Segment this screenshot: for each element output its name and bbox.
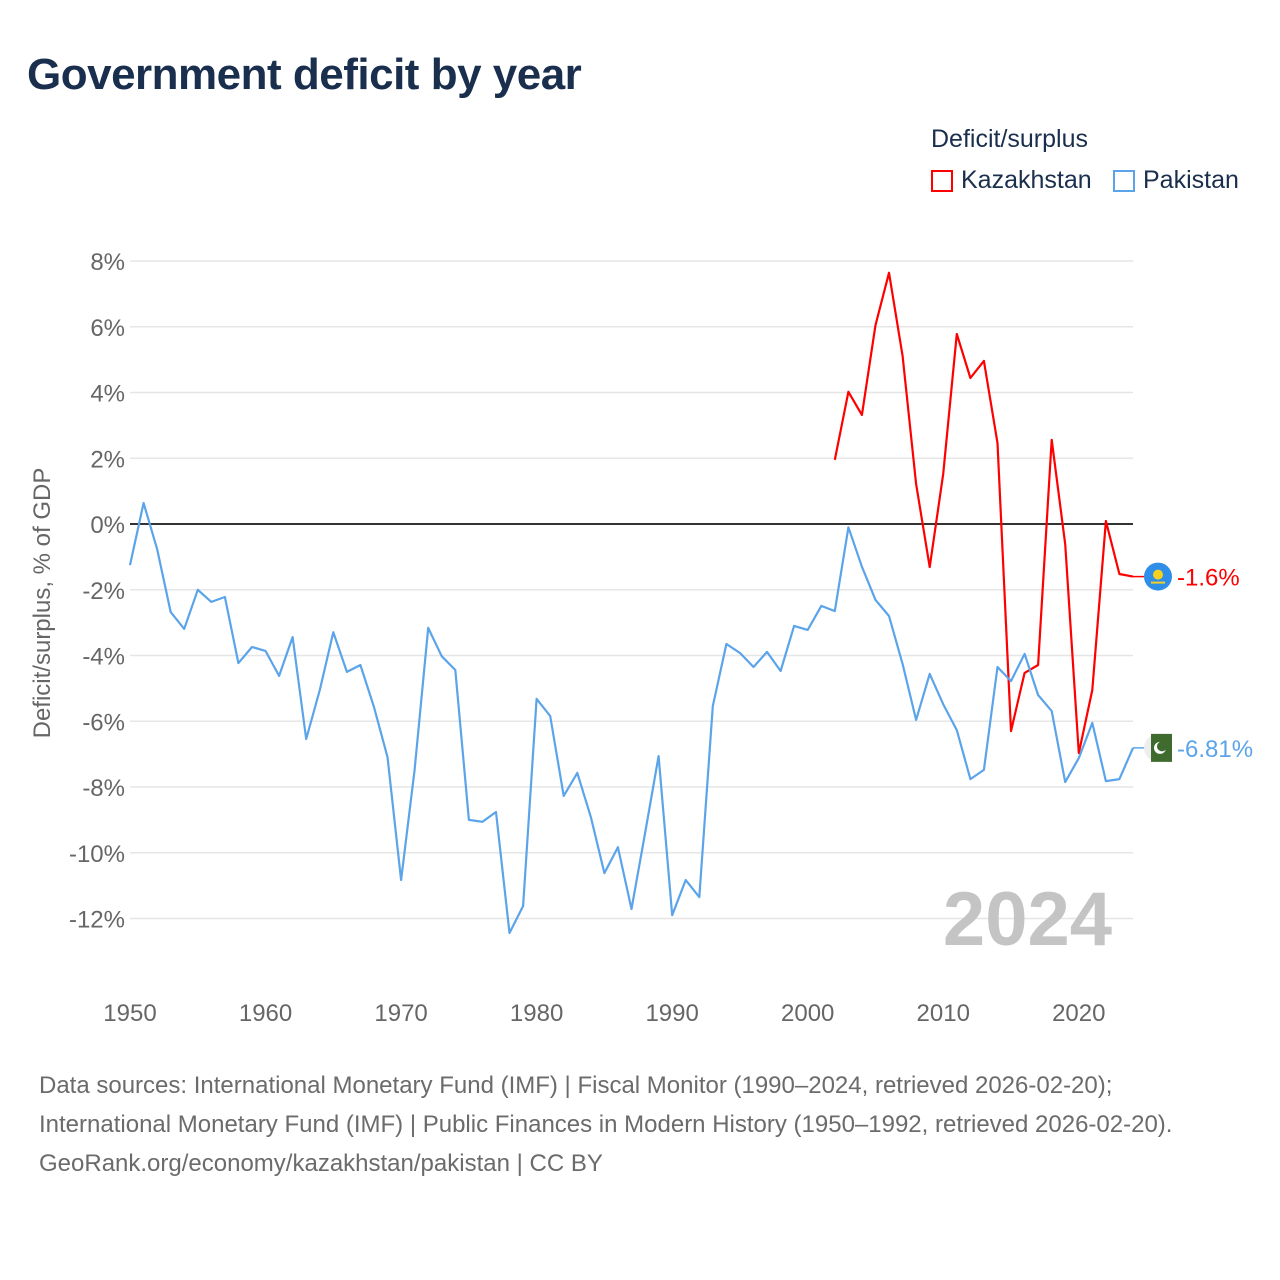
flag-crescent-cut xyxy=(1157,741,1167,752)
y-tick-label: -4% xyxy=(82,644,125,671)
x-tick-label: 2000 xyxy=(781,1000,834,1027)
legend-swatch-pakistan xyxy=(1113,169,1135,192)
legend-swatch-kazakhstan xyxy=(931,169,953,192)
y-tick-label: 8% xyxy=(90,249,125,276)
y-tick-label: 6% xyxy=(90,315,125,342)
source-link[interactable]: GeoRank.org/economy/kazakhstan/pakistan xyxy=(39,1150,510,1177)
y-tick-label: -6% xyxy=(82,709,125,736)
series-line-pakistan xyxy=(128,501,1135,935)
x-tick-label: 2020 xyxy=(1052,1000,1105,1027)
y-tick-label: 2% xyxy=(90,446,125,473)
line-chart: 8% 6% 4% 2% 0% -2% -4% -6% -8% -10% -12% 1950 1960 19… xyxy=(29,249,1253,1027)
legend-title: Deficit/surplus xyxy=(931,125,1088,153)
flag-sun xyxy=(1153,569,1163,580)
y-tick-label: -2% xyxy=(82,578,125,605)
chart-title: Government deficit by year xyxy=(27,50,582,99)
year-watermark: 2024 xyxy=(943,877,1112,962)
flag-ornament xyxy=(1151,581,1165,584)
y-axis-label: Deficit/surplus, % of GDP xyxy=(29,468,56,739)
end-value-label: -1.6% xyxy=(1177,565,1240,592)
x-tick-label: 1960 xyxy=(239,1000,292,1027)
legend-item-pakistan[interactable]: Pakistan xyxy=(1113,166,1239,195)
x-tick-label: 1970 xyxy=(374,1000,427,1027)
x-tick-label: 1980 xyxy=(510,1000,563,1027)
series-line-kazakhstan xyxy=(833,271,1134,755)
legend-label: Kazakhstan xyxy=(961,166,1092,194)
footer: Data sources: International Monetary Fun… xyxy=(39,1066,1239,1183)
y-tick-label: -12% xyxy=(69,907,125,934)
end-value-label: -6.81% xyxy=(1177,736,1253,763)
y-tick-label: 4% xyxy=(90,381,125,408)
legend-item-kazakhstan[interactable]: Kazakhstan xyxy=(931,166,1092,195)
x-tick-label: 1990 xyxy=(645,1000,698,1027)
y-tick-label: 0% xyxy=(90,512,125,539)
y-tick-label: -10% xyxy=(69,841,125,868)
data-sources: Data sources: International Monetary Fun… xyxy=(39,1072,1173,1138)
license: CC BY xyxy=(529,1150,603,1177)
x-tick-label: 1950 xyxy=(103,1000,156,1027)
y-tick-label: -8% xyxy=(82,775,125,802)
x-tick-label: 2010 xyxy=(917,1000,970,1027)
legend-label: Pakistan xyxy=(1143,166,1239,194)
